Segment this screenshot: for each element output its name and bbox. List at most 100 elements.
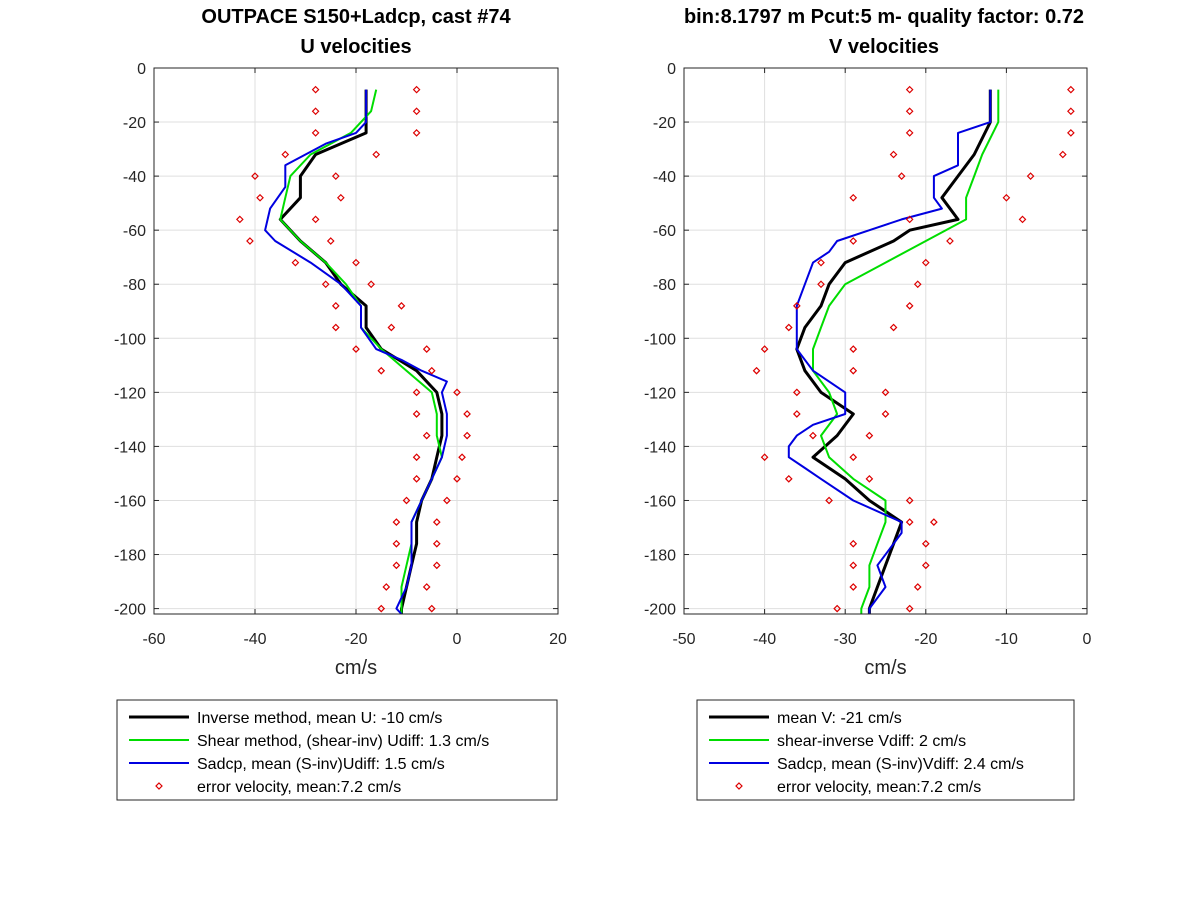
y-tick-label: -100 bbox=[644, 331, 676, 348]
x-axis-label: cm/s bbox=[864, 657, 906, 679]
error-velocity-point bbox=[326, 237, 335, 245]
error-velocity-point bbox=[889, 323, 898, 332]
y-tick-label: -120 bbox=[114, 385, 146, 402]
error-velocity-point bbox=[905, 129, 914, 137]
legend-entry-label: Shear method, (shear-inv) Udiff: 1.3 cm/… bbox=[197, 733, 489, 750]
error-velocity-point bbox=[760, 453, 769, 462]
error-velocity-point bbox=[930, 518, 938, 526]
y-tick-label: -100 bbox=[114, 331, 146, 348]
error-velocity-point bbox=[372, 150, 381, 159]
error-velocity-point bbox=[921, 258, 930, 267]
error-velocity-point bbox=[849, 539, 858, 548]
chart-title: bin:8.1797 m Pcut:5 m- quality factor: 0… bbox=[684, 6, 1084, 28]
error-velocity-point bbox=[905, 107, 914, 116]
error-velocity-point bbox=[921, 561, 930, 570]
y-tick-label: -20 bbox=[653, 115, 676, 132]
error-velocity-point bbox=[897, 172, 906, 180]
x-tick-label: 20 bbox=[549, 631, 567, 648]
chart-title: OUTPACE S150+Ladcp, cast #74 bbox=[201, 6, 511, 28]
error-velocity-point bbox=[905, 518, 914, 526]
y-tick-label: 0 bbox=[137, 61, 146, 78]
error-velocity-point bbox=[377, 366, 386, 375]
error-velocity-point bbox=[1067, 129, 1075, 137]
error-velocity-point bbox=[849, 561, 858, 570]
error-velocity-point bbox=[905, 85, 914, 94]
legend-entry-label: Sadcp, mean (S-inv)Vdiff: 2.4 cm/s bbox=[777, 756, 1024, 773]
error-velocity-point bbox=[387, 323, 396, 332]
error-velocity-point bbox=[825, 496, 833, 505]
y-tick-label: -120 bbox=[644, 385, 676, 402]
error-velocity-point bbox=[792, 388, 801, 397]
error-velocity-point bbox=[443, 496, 451, 505]
error-velocity-point bbox=[281, 150, 290, 159]
error-velocity-point bbox=[382, 583, 391, 591]
error-velocity-point bbox=[849, 453, 858, 462]
data-layer bbox=[236, 85, 471, 614]
error-velocity-point bbox=[412, 453, 421, 462]
error-velocity-point bbox=[817, 258, 825, 267]
error-velocity-point bbox=[463, 431, 471, 440]
plot-area bbox=[684, 68, 1087, 614]
error-velocity-point bbox=[291, 258, 300, 267]
error-velocity-point bbox=[833, 604, 841, 613]
error-velocity-point bbox=[809, 431, 817, 440]
error-velocity-point bbox=[311, 107, 320, 116]
error-velocity-point bbox=[412, 107, 421, 116]
error-velocity-point bbox=[817, 280, 825, 289]
axes-box bbox=[683, 67, 1088, 615]
error-velocity-point bbox=[881, 388, 890, 397]
error-velocity-point bbox=[311, 129, 320, 137]
legend-swatch-marker bbox=[735, 782, 743, 790]
legend: mean V: -21 cm/s shear-inverse Vdiff: 2 c… bbox=[696, 699, 1075, 801]
legend-entry-label: Sadcp, mean (S-inv)Udiff: 1.5 cm/s bbox=[197, 756, 445, 773]
x-tick-label: 0 bbox=[1083, 631, 1092, 648]
error-velocity-point bbox=[458, 453, 466, 462]
error-velocity-point bbox=[784, 323, 793, 332]
error-velocity-point bbox=[913, 280, 922, 289]
error-velocity-point bbox=[905, 302, 914, 310]
error-velocity-point bbox=[792, 302, 801, 310]
error-velocity-point bbox=[352, 345, 360, 353]
x-axis-label: cm/s bbox=[335, 657, 377, 679]
legend-swatch-marker bbox=[155, 782, 163, 790]
error-velocity-point bbox=[1067, 85, 1075, 94]
x-tick-label: 0 bbox=[453, 631, 462, 648]
series-line-sadcp bbox=[787, 89, 992, 614]
y-tick-label: -180 bbox=[644, 548, 676, 565]
y-tick-label: -200 bbox=[644, 602, 676, 619]
error-velocity-point bbox=[865, 475, 874, 483]
legend-entry-label: Inverse method, mean U: -10 cm/s bbox=[197, 710, 442, 727]
error-velocity-point bbox=[1002, 193, 1011, 202]
error-velocity-point bbox=[792, 410, 801, 418]
error-velocity-point bbox=[849, 583, 858, 591]
x-tick-label: -60 bbox=[142, 631, 165, 648]
error-velocity-point bbox=[331, 172, 340, 180]
error-velocity-point bbox=[251, 172, 259, 180]
x-tick-label: -50 bbox=[672, 631, 695, 648]
error-velocity-point bbox=[760, 345, 769, 353]
y-tick-label: -180 bbox=[114, 548, 146, 565]
error-velocity-point bbox=[849, 193, 858, 202]
error-velocity-point bbox=[402, 496, 411, 505]
error-velocity-point bbox=[331, 323, 340, 332]
error-velocity-point bbox=[412, 85, 421, 94]
y-tick-label: -40 bbox=[653, 169, 676, 186]
legend: Inverse method, mean U: -10 cm/s Shear me… bbox=[116, 699, 558, 801]
series-line-sadcp bbox=[264, 89, 448, 614]
legend-entry-label: error velocity, mean:7.2 cm/s bbox=[197, 779, 401, 796]
data-layer bbox=[752, 85, 1075, 614]
y-tick-label: -40 bbox=[123, 169, 146, 186]
error-velocity-point bbox=[1067, 107, 1075, 116]
x-tick-label: -20 bbox=[344, 631, 367, 648]
legend-entry-label: error velocity, mean:7.2 cm/s bbox=[777, 779, 981, 796]
error-velocity-point bbox=[432, 561, 441, 570]
error-velocity-point bbox=[453, 388, 461, 397]
error-velocity-point bbox=[427, 604, 436, 613]
series-line-inverse bbox=[795, 89, 992, 614]
error-velocity-point bbox=[397, 302, 406, 310]
error-velocity-point bbox=[913, 583, 922, 591]
x-tick-label: -20 bbox=[914, 631, 937, 648]
y-tick-label: -160 bbox=[114, 493, 146, 510]
error-velocity-point bbox=[432, 539, 441, 548]
error-velocity-point bbox=[392, 561, 401, 570]
